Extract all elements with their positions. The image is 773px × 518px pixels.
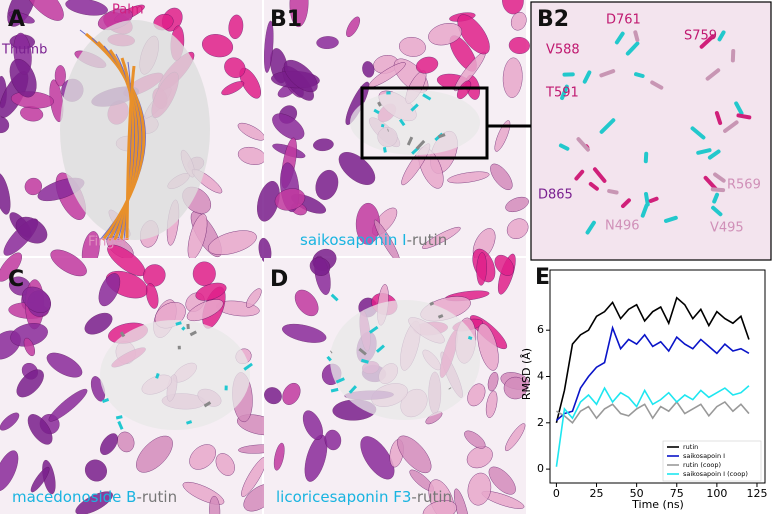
panel-label: B1 bbox=[270, 7, 302, 32]
panel-label: E bbox=[535, 265, 550, 290]
ligand-bond bbox=[378, 102, 380, 106]
y-tick-label: 4 bbox=[537, 370, 544, 383]
residue-stick bbox=[713, 189, 723, 190]
legend-label: saikosapoin I (coop) bbox=[683, 470, 748, 478]
residue-stick bbox=[738, 115, 749, 117]
residue-stick bbox=[646, 194, 648, 204]
panel-label: A bbox=[8, 7, 25, 32]
x-tick-label: 0 bbox=[553, 487, 560, 500]
surface bbox=[330, 300, 480, 420]
ligand-bond bbox=[102, 399, 108, 401]
legend-label: rutin (coop) bbox=[683, 461, 721, 469]
x-tick-label: 100 bbox=[706, 487, 727, 500]
ligand-bond bbox=[331, 352, 332, 353]
legend-label: saikosapoin I bbox=[683, 452, 725, 460]
surface bbox=[350, 90, 480, 155]
ligand-bond bbox=[182, 327, 184, 330]
caption: saikosaponin I-rutin bbox=[300, 231, 447, 249]
ligand-bond bbox=[157, 373, 159, 378]
ligand-bond bbox=[384, 147, 385, 152]
ligand-bond bbox=[116, 417, 122, 418]
y-axis-label: RMSD (Å) bbox=[520, 348, 533, 400]
residue-label: V588 bbox=[546, 43, 580, 58]
residue-stick bbox=[651, 199, 657, 201]
x-tick-label: 50 bbox=[630, 487, 644, 500]
residue-stick bbox=[714, 195, 717, 202]
ligand-bond bbox=[381, 125, 384, 126]
ligand-bond bbox=[331, 389, 338, 391]
ligand-name: -rutin bbox=[407, 231, 448, 249]
annotation: Thumb bbox=[1, 43, 47, 58]
annotation: Finger bbox=[88, 235, 129, 250]
residue-stick bbox=[635, 32, 637, 40]
x-tick-label: 75 bbox=[670, 487, 684, 500]
ligand-name: -rutin bbox=[411, 488, 452, 506]
residue-stick bbox=[698, 150, 709, 153]
ligand-name: -rutin bbox=[136, 488, 177, 506]
panel-label: C bbox=[8, 267, 24, 292]
helix bbox=[193, 262, 216, 286]
ligand-name: licoricesaponin F3 bbox=[276, 488, 411, 506]
y-tick-label: 0 bbox=[537, 462, 544, 475]
caption: licoricesaponin F3-rutin bbox=[276, 488, 452, 506]
ligand-bond bbox=[438, 316, 442, 318]
residue-stick bbox=[636, 74, 643, 76]
residue-label: S759 bbox=[684, 29, 717, 44]
annotation: Palm bbox=[112, 3, 144, 18]
ligand-bond bbox=[186, 422, 191, 424]
legend-label: rutin bbox=[683, 443, 698, 451]
residue-label: V495 bbox=[710, 221, 744, 236]
panel-label: D bbox=[270, 267, 288, 292]
ligand-bond bbox=[430, 303, 434, 305]
residue-label: N496 bbox=[605, 219, 640, 234]
residue-label: T591 bbox=[545, 86, 579, 101]
ligand-name: saikosaponin I bbox=[300, 231, 407, 249]
residue-label: R569 bbox=[727, 178, 761, 193]
ligand-bond bbox=[176, 323, 182, 325]
x-tick-label: 25 bbox=[590, 487, 604, 500]
y-tick-label: 2 bbox=[537, 416, 544, 429]
residue-stick bbox=[609, 191, 616, 192]
ligand-name: macedonoside B bbox=[12, 488, 136, 506]
ligand-bond bbox=[468, 337, 472, 338]
residue-label: D761 bbox=[606, 13, 641, 28]
panel-label: B2 bbox=[537, 7, 569, 32]
y-tick-label: 6 bbox=[537, 323, 544, 336]
residue-label: D865 bbox=[538, 188, 573, 203]
x-tick-label: 125 bbox=[746, 487, 767, 500]
caption: macedonoside B-rutin bbox=[12, 488, 177, 506]
ligand-bond bbox=[361, 360, 368, 362]
